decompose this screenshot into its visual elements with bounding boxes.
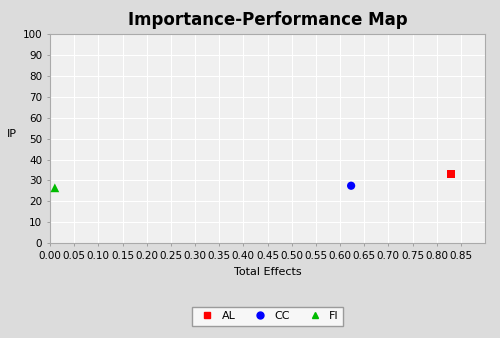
Title: Importance-Performance Map: Importance-Performance Map [128, 11, 407, 29]
Point [447, 171, 455, 177]
Point [347, 183, 355, 189]
Y-axis label: IP: IP [6, 128, 16, 139]
X-axis label: Total Effects: Total Effects [234, 267, 302, 276]
Legend: AL, CC, FI: AL, CC, FI [192, 307, 343, 326]
Point [51, 185, 59, 191]
